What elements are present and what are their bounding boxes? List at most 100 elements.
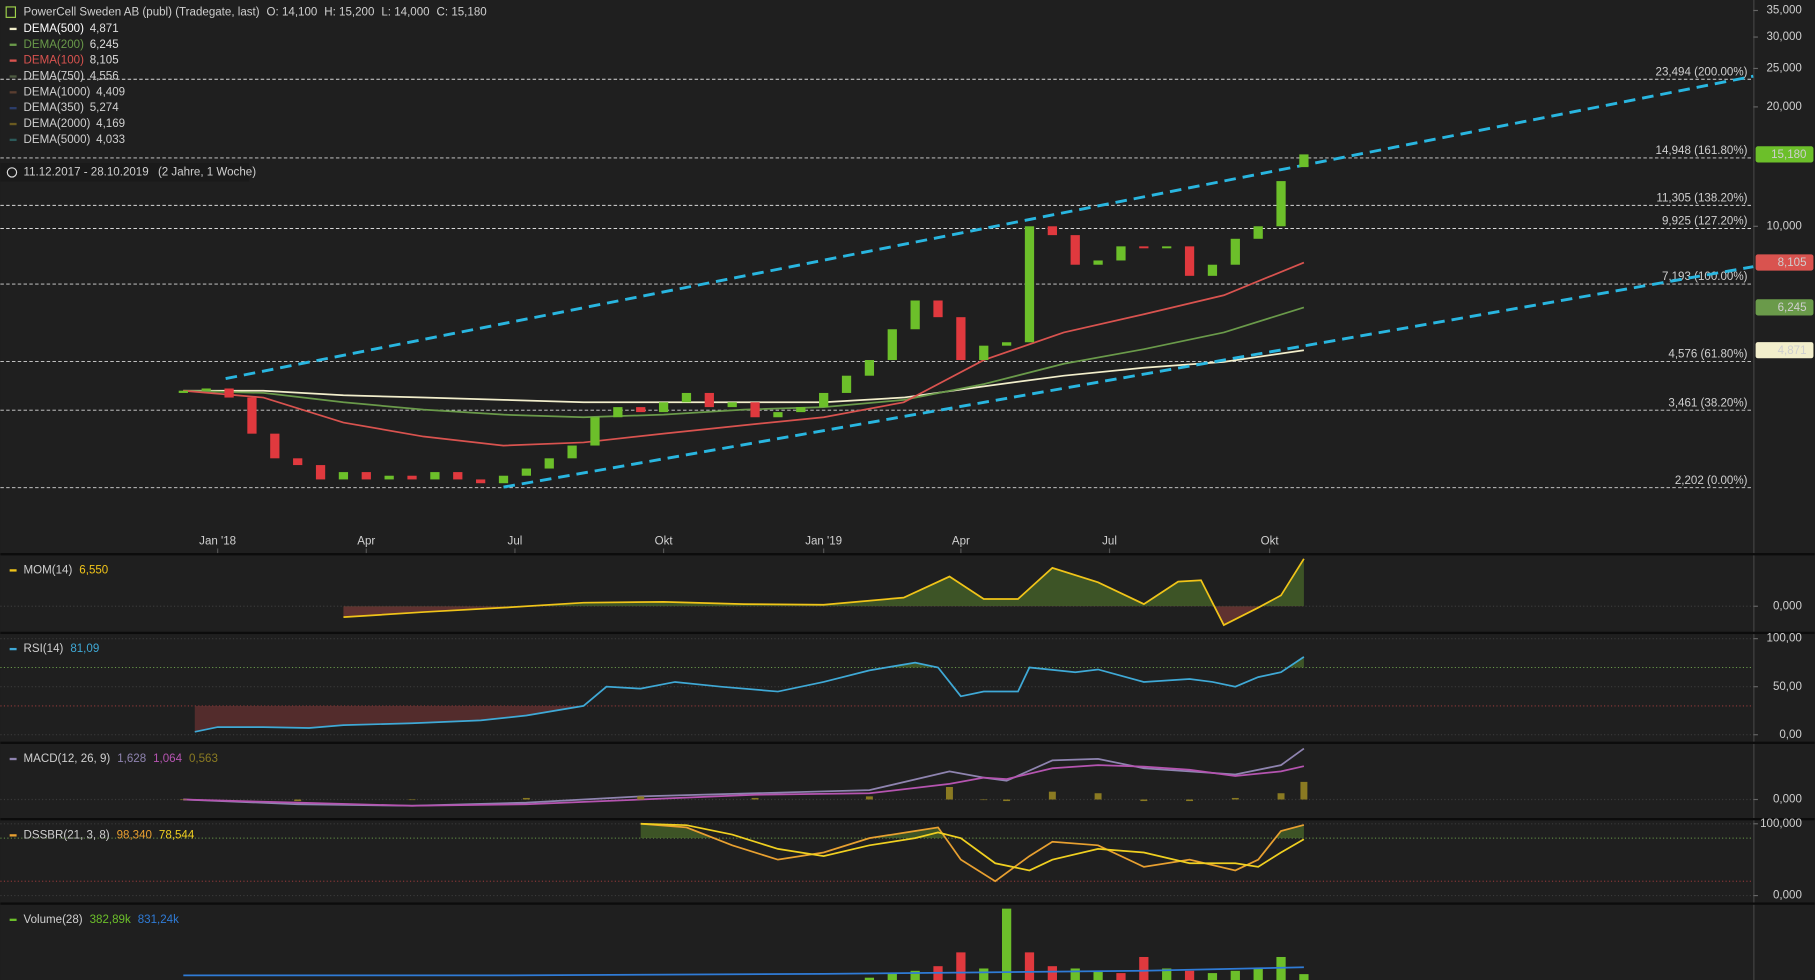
volume-bar — [1230, 970, 1240, 980]
icon — [5, 6, 17, 18]
candle-body — [407, 475, 417, 480]
fib-level-label: 11,305 (138.20%) — [1656, 192, 1747, 204]
volume-bar — [1253, 968, 1263, 980]
y-tick-label: 20,000 — [1767, 101, 1802, 113]
histogram-bar — [945, 786, 953, 800]
candle-body — [590, 417, 600, 446]
candle-body — [1253, 226, 1263, 239]
volume-bar — [1116, 973, 1126, 980]
candle-body — [476, 479, 486, 484]
x-tick-label: Apr — [357, 536, 375, 548]
y-tick-label: 0,000 — [1773, 890, 1802, 902]
legend-swatch — [9, 59, 17, 62]
volume-average — [183, 966, 1304, 977]
fib-level-label: 2,202 (0.00%) — [1675, 475, 1748, 487]
legend-value: 6,245 — [90, 39, 119, 51]
histogram-bar — [1003, 799, 1011, 802]
histogram-bar — [1231, 797, 1239, 800]
candle-body — [293, 458, 303, 466]
legend-swatch — [9, 107, 17, 110]
legend-name: DEMA(750) — [24, 71, 85, 83]
candle-body — [1276, 181, 1286, 227]
y-tick-label: 50,00 — [1773, 681, 1802, 693]
histogram-bar — [637, 796, 645, 800]
legend-swatch — [9, 138, 17, 142]
dema-line — [183, 349, 1305, 404]
legend-swatch — [9, 647, 17, 651]
volume-bar — [979, 968, 989, 980]
candle-body — [1184, 246, 1195, 276]
header: PowerCell Sweden AB (publ) (Tradegate, l… — [24, 7, 487, 19]
trend-line — [225, 74, 1754, 381]
volume-bar — [1184, 970, 1195, 980]
legend-entry-inactive: DEMA(2000) 4,169 — [24, 118, 126, 130]
fib-level-label: 23,494 (200.00%) — [1656, 66, 1748, 78]
price-badge — [1755, 342, 1814, 359]
panel-separator — [0, 902, 1815, 905]
volume-bar — [910, 970, 920, 980]
candle-body — [498, 475, 509, 484]
histogram-bar — [179, 799, 187, 801]
ohlc: L: 14,000 — [381, 7, 429, 19]
histogram-bar — [1048, 791, 1056, 800]
legend-value: 4,871 — [90, 23, 119, 35]
legend-name: DEMA(350) — [24, 102, 85, 114]
legend-value: 1,064 — [153, 753, 183, 765]
x-tick-label: Okt — [655, 536, 674, 548]
y-tick-label: 30,000 — [1767, 31, 1802, 43]
y-tick-label: 25,000 — [1767, 63, 1802, 75]
panel-separator — [0, 818, 1815, 821]
y-tick-label: 100,00 — [1767, 633, 1802, 645]
histogram-bar — [1140, 799, 1148, 802]
legend-name: DEMA(5000) — [24, 134, 91, 146]
legend-entry: Volume(28) 382,89k 831,24k — [24, 914, 180, 926]
candle-body — [956, 317, 966, 361]
y-tick-label: 35,000 — [1767, 5, 1802, 17]
candle-body — [178, 390, 188, 393]
volume-bar — [887, 973, 897, 980]
legend-swatch — [9, 918, 17, 921]
candle-body — [1139, 246, 1149, 249]
candle-body — [567, 445, 577, 459]
area-fill — [526, 558, 1304, 607]
histogram-bar — [1186, 799, 1194, 802]
candle-body — [224, 388, 234, 398]
legend-value: 8,105 — [90, 55, 119, 67]
indicator-line — [343, 558, 1305, 627]
candle-body — [933, 300, 943, 318]
legend-value: 0,563 — [189, 753, 218, 765]
fib-level-label: 4,576 (61.80%) — [1668, 349, 1747, 361]
range-box — [0, 163, 250, 182]
area-fill — [343, 606, 1304, 626]
histogram-bar — [522, 797, 530, 800]
legend-name: DSSBR(21, 3, 8) — [24, 829, 110, 841]
candle-body — [796, 407, 806, 413]
fib-level-label: 14,948 (161.80%) — [1656, 145, 1748, 157]
candle-body — [1299, 154, 1309, 168]
volume-bar — [956, 952, 966, 980]
legend-name: DEMA(1000) — [24, 86, 91, 98]
indicator-line — [194, 656, 1305, 733]
legend-name: Volume(28) — [24, 914, 83, 926]
legend-value: 6,550 — [79, 564, 108, 576]
x-tick-label: Apr — [952, 536, 970, 548]
candle-body — [430, 472, 440, 480]
panel-separator — [0, 631, 1815, 635]
legend-value: 98,340 — [117, 829, 152, 841]
legend-value: 382,89k — [90, 914, 131, 926]
ohlc: H: 15,200 — [324, 7, 374, 19]
area-fill — [194, 705, 1304, 732]
legend-entry: DEMA(500) 4,871 — [24, 23, 119, 35]
dema-line — [183, 306, 1305, 419]
y-tick-label: 10,000 — [1767, 220, 1802, 232]
legend-name: DEMA(500) — [24, 23, 85, 35]
legend-entry: DEMA(200) 6,245 — [24, 39, 119, 51]
price-badge — [1755, 299, 1814, 316]
ohlc: C: 15,180 — [437, 7, 487, 19]
date-range: 11.12.2017 - 28.10.2019 (2 Jahre, 1 Woche… — [24, 166, 257, 178]
volume-bar — [1207, 973, 1218, 980]
legend-value: 4,556 — [90, 71, 119, 83]
price-badge-label: 8,105 — [1778, 257, 1807, 269]
